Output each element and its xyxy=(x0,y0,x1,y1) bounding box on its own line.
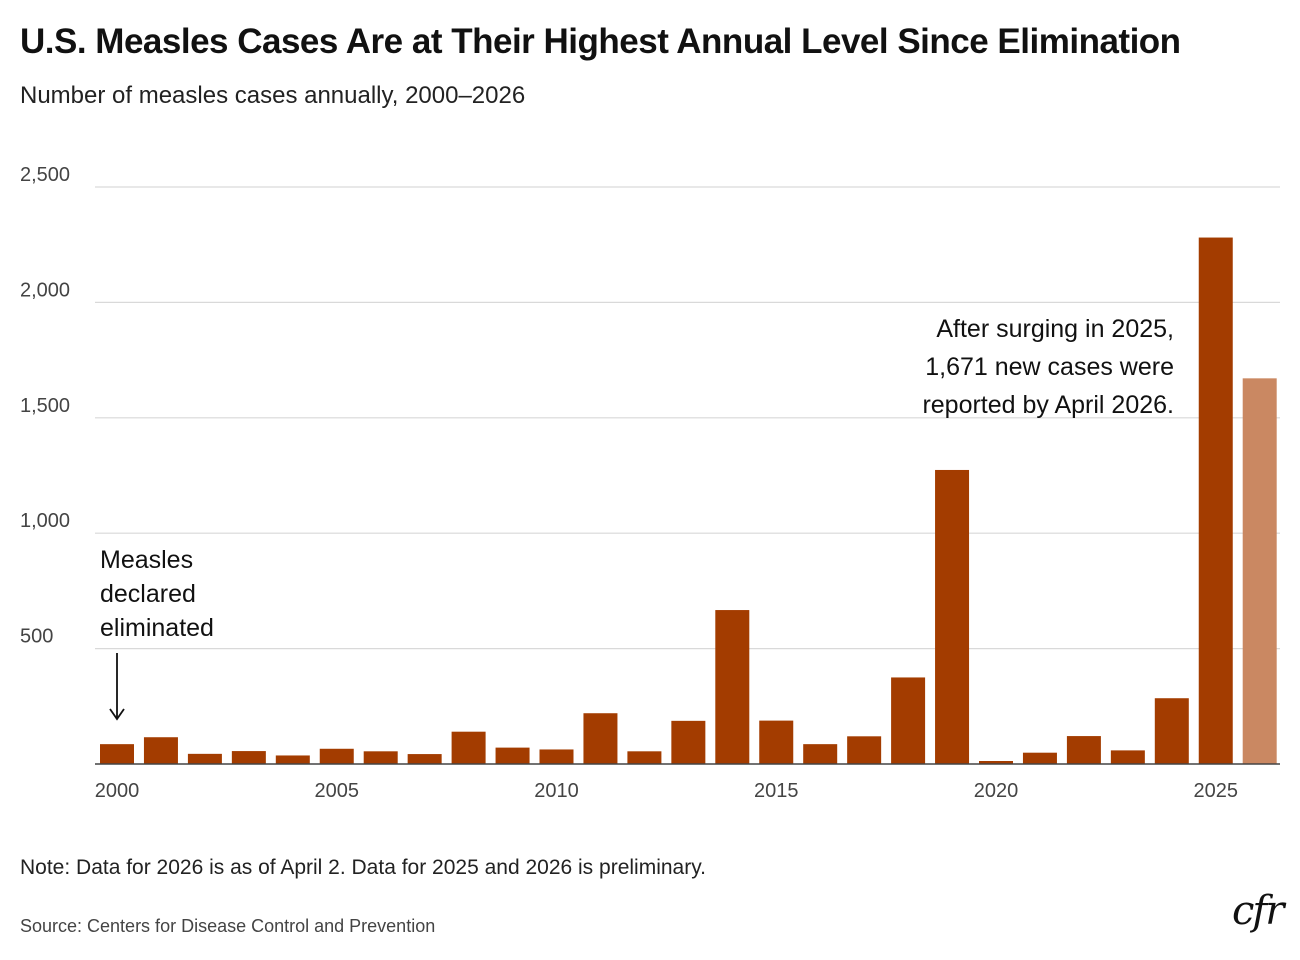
bar-2015 xyxy=(759,720,794,764)
bar-2026 xyxy=(1242,378,1277,764)
x-tick-label: 2000 xyxy=(95,780,140,802)
bar-2012 xyxy=(627,751,662,764)
bar-2020 xyxy=(979,760,1013,764)
bar-2016 xyxy=(803,744,838,764)
chart-source: Source: Centers for Disease Control and … xyxy=(20,916,436,936)
surge-annotation-line: 1,671 new cases were xyxy=(925,353,1174,381)
chart-note: Note: Data for 2026 is as of April 2. Da… xyxy=(20,856,706,879)
chart-subtitle: Number of measles cases annually, 2000–2… xyxy=(20,82,526,109)
bar-2013 xyxy=(671,720,706,764)
bar-chart: 500 1,000 1,500 2,000 2,500 2000 2005 2010 2015… xyxy=(20,164,1280,802)
bar-2004 xyxy=(275,755,310,764)
bar-2000 xyxy=(100,744,134,764)
elimination-annotation-line: eliminated xyxy=(100,614,214,642)
surge-annotation-line: After surging in 2025, xyxy=(936,315,1174,343)
elimination-annotation-line: Measles xyxy=(100,546,194,574)
y-tick-label: 500 xyxy=(20,626,53,648)
x-tick-label: 2010 xyxy=(534,780,579,802)
bar-2025 xyxy=(1198,237,1233,765)
surge-annotation: After surging in 2025, 1,671 new cases w… xyxy=(854,310,1174,424)
y-axis-ticks: 500 1,000 1,500 2,000 2,500 xyxy=(20,164,70,648)
y-tick-label: 1,500 xyxy=(20,395,70,417)
x-tick-label: 2020 xyxy=(974,780,1019,802)
bar-2003 xyxy=(231,751,266,764)
elimination-annotation-line: declared xyxy=(100,580,196,608)
cfr-logo: cfr xyxy=(1232,888,1284,934)
bar-2018 xyxy=(891,677,926,764)
bar-2017 xyxy=(847,736,882,764)
bar-2021 xyxy=(1022,752,1057,764)
chart-title: U.S. Measles Cases Are at Their Highest … xyxy=(20,22,1181,61)
x-tick-label: 2015 xyxy=(754,780,799,802)
bar-2014 xyxy=(715,610,750,764)
bar-2005 xyxy=(319,748,354,764)
y-tick-label: 1,000 xyxy=(20,510,70,532)
elimination-arrow xyxy=(109,653,125,721)
bar-2019 xyxy=(935,469,970,764)
elimination-annotation: Measles declared eliminated xyxy=(100,543,280,645)
bar-2006 xyxy=(363,751,398,764)
x-tick-label: 2005 xyxy=(315,780,360,802)
bar-2024 xyxy=(1154,698,1189,764)
x-axis-ticks: 2000 2005 2010 2015 2020 2025 xyxy=(95,780,1238,802)
bars xyxy=(100,237,1277,765)
bar-2008 xyxy=(451,731,486,764)
bar-2001 xyxy=(143,737,178,764)
bar-2009 xyxy=(495,747,530,764)
bar-2010 xyxy=(539,749,574,764)
bar-2002 xyxy=(187,753,222,764)
y-tick-label: 2,000 xyxy=(20,279,70,301)
gridlines xyxy=(95,186,1280,650)
x-tick-label: 2025 xyxy=(1194,780,1239,802)
bar-2011 xyxy=(583,713,618,764)
bar-2023 xyxy=(1110,750,1145,764)
y-tick-label: 2,500 xyxy=(20,164,70,186)
surge-annotation-line: reported by April 2026. xyxy=(922,391,1174,419)
bar-2007 xyxy=(407,754,442,764)
bar-2022 xyxy=(1066,736,1101,764)
